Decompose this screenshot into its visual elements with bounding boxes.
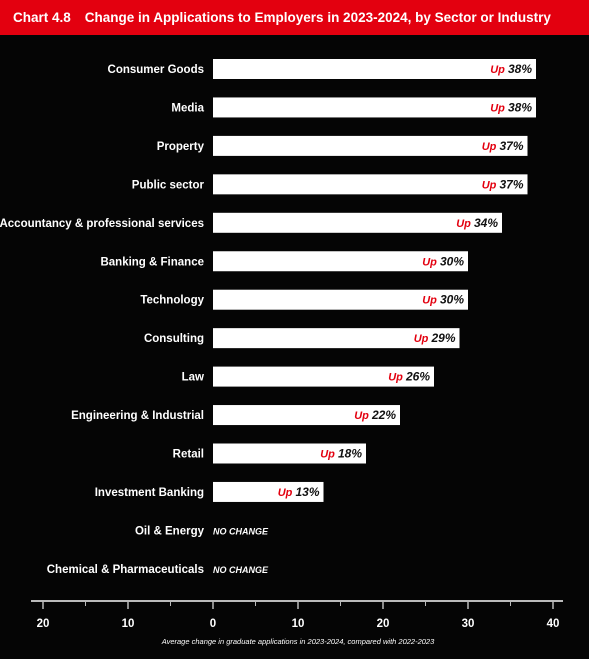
x-tick-label: 10 bbox=[292, 618, 305, 630]
bar bbox=[213, 135, 528, 156]
category-label: Chemical & Pharmaceuticals bbox=[47, 564, 204, 576]
data-label: Up 38% bbox=[490, 100, 532, 114]
category-label: Retail bbox=[173, 449, 204, 461]
category-label: Engineering & Industrial bbox=[71, 410, 204, 422]
data-label: Up 37% bbox=[482, 177, 524, 191]
x-tick-label: 10 bbox=[122, 618, 135, 630]
x-tick-label: 40 bbox=[547, 618, 560, 630]
category-label: Investment Banking bbox=[95, 487, 204, 499]
category-label: Consulting bbox=[144, 333, 204, 345]
chart-header: Chart 4.8 Change in Applications to Empl… bbox=[0, 0, 589, 35]
bar bbox=[213, 366, 434, 387]
chart-number: Chart 4.8 bbox=[13, 10, 71, 25]
data-label: Up 37% bbox=[482, 139, 524, 153]
category-label: Accountancy & professional services bbox=[0, 218, 204, 230]
bar bbox=[213, 59, 536, 79]
category-label: Property bbox=[157, 141, 205, 153]
bar bbox=[213, 251, 468, 272]
data-label: Up 38% bbox=[490, 62, 532, 76]
bar bbox=[213, 97, 536, 118]
category-label: Public sector bbox=[132, 179, 205, 191]
data-label: Up 13% bbox=[278, 485, 320, 499]
bar bbox=[213, 405, 400, 426]
x-tick-label: 20 bbox=[377, 618, 390, 630]
x-tick-label: 0 bbox=[210, 618, 216, 630]
bar bbox=[213, 481, 324, 502]
category-label: Media bbox=[171, 102, 204, 114]
data-label: Up 29% bbox=[414, 331, 456, 345]
bar bbox=[213, 174, 528, 195]
bar bbox=[213, 212, 502, 233]
chart-title: Change in Applications to Employers in 2… bbox=[84, 10, 551, 25]
bar bbox=[213, 289, 468, 310]
data-label: Up 22% bbox=[354, 408, 396, 422]
data-label: Up 26% bbox=[388, 370, 430, 384]
bar bbox=[213, 443, 366, 464]
bar bbox=[213, 328, 460, 349]
category-label: Law bbox=[182, 372, 204, 384]
data-label: NO CHANGE bbox=[213, 565, 269, 575]
category-label: Banking & Finance bbox=[100, 256, 204, 268]
x-axis-title: Average change in graduate applications … bbox=[161, 637, 435, 646]
x-tick-label: 30 bbox=[462, 618, 475, 630]
x-tick-label: 20 bbox=[37, 618, 50, 630]
data-label: Up 18% bbox=[320, 447, 362, 461]
category-label: Technology bbox=[140, 295, 204, 307]
category-label: Oil & Energy bbox=[135, 525, 205, 537]
data-label: Up 30% bbox=[422, 293, 464, 307]
data-label: NO CHANGE bbox=[213, 526, 269, 536]
category-label: Consumer Goods bbox=[108, 64, 204, 76]
data-label: Up 30% bbox=[422, 254, 464, 268]
data-label: Up 34% bbox=[456, 216, 498, 230]
